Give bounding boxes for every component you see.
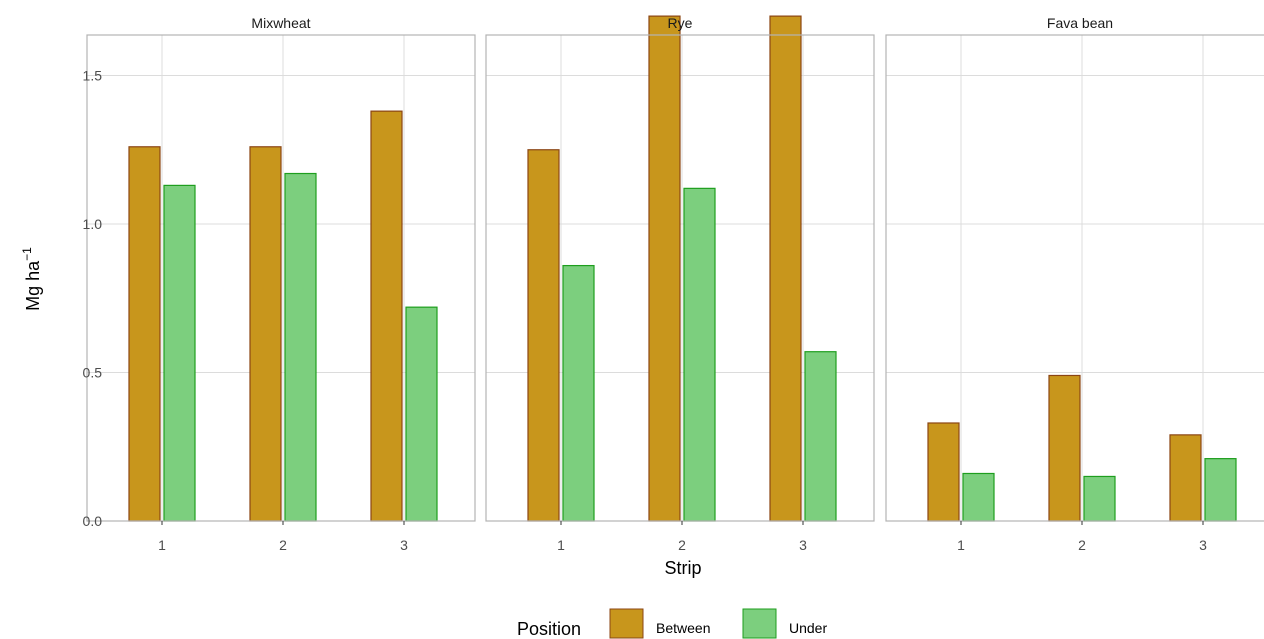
bar-between xyxy=(1169,434,1202,522)
legend-title: Position xyxy=(517,619,581,639)
legend: Position Between Under xyxy=(517,608,827,639)
facet-title: Fava bean xyxy=(1047,15,1113,31)
y-tick-label: 0.0 xyxy=(83,513,103,529)
y-axis-title-unit: Mg ha xyxy=(23,260,43,311)
bar-between xyxy=(769,15,802,522)
bar-under xyxy=(1204,458,1237,522)
panel-border xyxy=(485,34,875,522)
bar-under xyxy=(804,351,837,522)
y-axis: 0.00.51.01.52.02.53.0 xyxy=(83,68,103,530)
bar-between xyxy=(648,15,681,522)
x-tick-label: 1 xyxy=(158,537,166,553)
legend-label-between: Between xyxy=(656,620,710,636)
bar-under xyxy=(562,264,595,522)
facet-panel: Mixwheat 1 2 3 xyxy=(86,15,476,553)
bar-between xyxy=(1048,374,1081,522)
y-tick-label: 1.5 xyxy=(83,68,103,84)
bar-between xyxy=(527,149,560,522)
x-tick-label: 2 xyxy=(279,537,287,553)
y-axis-title: Mg ha−1 xyxy=(20,247,43,311)
y-tick-label: 1.0 xyxy=(83,216,103,232)
bar-between xyxy=(128,146,161,522)
x-tick-label: 3 xyxy=(1199,537,1207,553)
bar-under xyxy=(163,184,196,522)
x-tick-label: 3 xyxy=(400,537,408,553)
facet-panel: Rye 1 2 3 xyxy=(485,15,875,553)
bar-under xyxy=(683,187,716,522)
legend-key-under xyxy=(742,608,777,639)
legend-key-between xyxy=(609,608,644,639)
panel-border xyxy=(885,34,1264,522)
bar-between xyxy=(249,146,282,522)
bar-between xyxy=(370,110,403,522)
bar-under xyxy=(284,172,317,522)
facet-panel: Fava bean 1 2 3 xyxy=(885,15,1264,553)
x-tick-label: 2 xyxy=(678,537,686,553)
x-tick-label: 3 xyxy=(799,537,807,553)
bar-under xyxy=(1083,475,1116,522)
chart-panels: Mixwheat 1 2 3 Rye 1 2 3 Fava bean 1 2 3 xyxy=(86,15,1264,553)
x-tick-label: 1 xyxy=(957,537,965,553)
x-axis-title: Strip xyxy=(664,558,701,578)
bar-between xyxy=(927,422,960,522)
bar-under xyxy=(962,472,995,522)
facet-title: Mixwheat xyxy=(251,15,310,31)
x-tick-label: 1 xyxy=(557,537,565,553)
panel-border xyxy=(86,34,476,522)
bar-under xyxy=(405,306,438,522)
facet-title: Rye xyxy=(668,15,693,31)
y-axis-title-exponent: −1 xyxy=(20,247,34,261)
legend-label-under: Under xyxy=(789,620,827,636)
y-tick-label: 0.5 xyxy=(83,365,103,381)
x-tick-label: 2 xyxy=(1078,537,1086,553)
